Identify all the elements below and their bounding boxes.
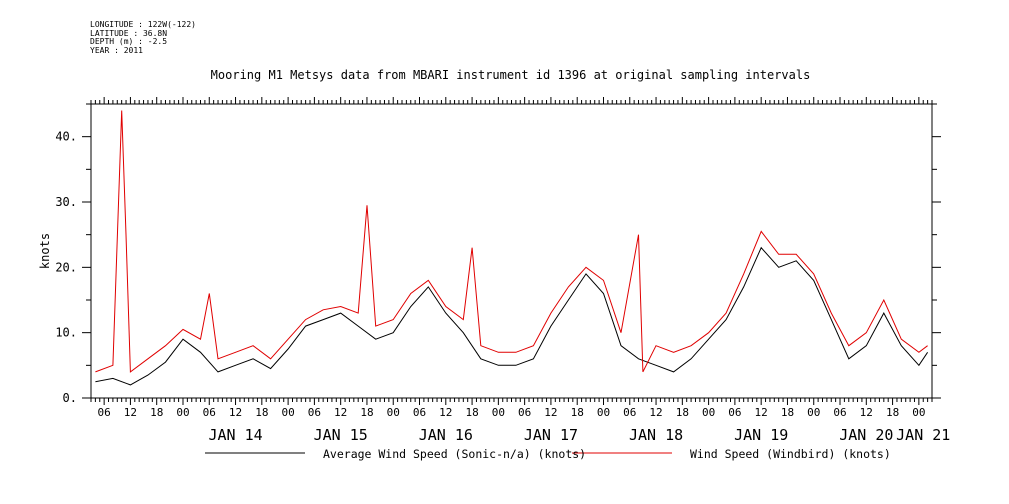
- x-day-label: JAN 14: [208, 426, 262, 444]
- x-tick-label: 06: [308, 406, 321, 419]
- x-tick-label: 12: [124, 406, 137, 419]
- x-tick-label: 06: [623, 406, 636, 419]
- legend-label-windbird: Wind Speed (Windbird) (knots): [690, 447, 891, 461]
- x-tick-label: 06: [98, 406, 111, 419]
- x-day-label: JAN 16: [419, 426, 473, 444]
- x-tick-label: 12: [229, 406, 242, 419]
- latitude-label: LATITUDE : 36.8N: [90, 28, 168, 38]
- x-tick-label: 00: [912, 406, 925, 419]
- windbird-wind-speed-line: [95, 110, 928, 373]
- x-tick-label: 12: [755, 406, 768, 419]
- x-tick-label: 12: [860, 406, 873, 419]
- y-tick-label: 10.: [55, 326, 77, 340]
- x-tick-label: 00: [597, 406, 610, 419]
- y-axis-label: knots: [38, 233, 52, 269]
- x-tick-label: 06: [413, 406, 426, 419]
- x-tick-label: 12: [334, 406, 347, 419]
- average-wind-speed-line: [95, 246, 929, 386]
- x-tick-label: 18: [676, 406, 689, 419]
- x-tick-label: 00: [807, 406, 820, 419]
- depth-label: DEPTH (m) : -2.5: [90, 37, 168, 46]
- x-tick-label: 18: [255, 406, 268, 419]
- x-minor-ticks: [90, 97, 933, 405]
- x-tick-label: 06: [833, 406, 846, 419]
- x-tick-label: 18: [360, 406, 373, 419]
- x-day-label: JAN 20: [839, 426, 893, 444]
- legend-label-average: Average Wind Speed (Sonic-n/a) (knots): [323, 447, 587, 461]
- y-tick-label: 0.: [63, 391, 77, 405]
- y-tick-label: 40.: [55, 130, 77, 144]
- x-tick-label: 18: [886, 406, 899, 419]
- longitude-label: LONGITUDE : 122W(-122): [90, 20, 196, 29]
- x-tick-label: 00: [176, 406, 189, 419]
- x-tick-label: 00: [281, 406, 294, 419]
- x-tick-label: 12: [544, 406, 557, 419]
- x-tick-label: 12: [439, 406, 452, 419]
- x-tick-label: 06: [728, 406, 741, 419]
- year-label: YEAR : 2011: [90, 45, 143, 55]
- x-tick-label: 00: [387, 406, 400, 419]
- x-tick-label: 18: [465, 406, 478, 419]
- x-tick-label: 18: [781, 406, 794, 419]
- x-tick-label: 18: [150, 406, 163, 419]
- metadata-block: LONGITUDE : 122W(-122) LATITUDE : 36.8N DE…: [90, 20, 196, 55]
- x-tick-label: 06: [518, 406, 531, 419]
- chart-title: Mooring M1 Metsys data from MBARI instru…: [210, 68, 811, 82]
- x-tick-label: 18: [571, 406, 584, 419]
- x-day-label: JAN 21: [896, 426, 950, 444]
- x-day-label: JAN 18: [629, 426, 683, 444]
- x-tick-label: 00: [492, 406, 505, 419]
- x-day-label: JAN 17: [524, 426, 578, 444]
- x-tick-label: 12: [649, 406, 662, 419]
- x-tick-label: 06: [203, 406, 216, 419]
- x-tick-label: 00: [702, 406, 715, 419]
- x-day-label: JAN 15: [314, 426, 368, 444]
- y-tick-label: 20.: [55, 260, 77, 274]
- y-tick-label: 30.: [55, 195, 77, 209]
- x-day-label: JAN 19: [734, 426, 788, 444]
